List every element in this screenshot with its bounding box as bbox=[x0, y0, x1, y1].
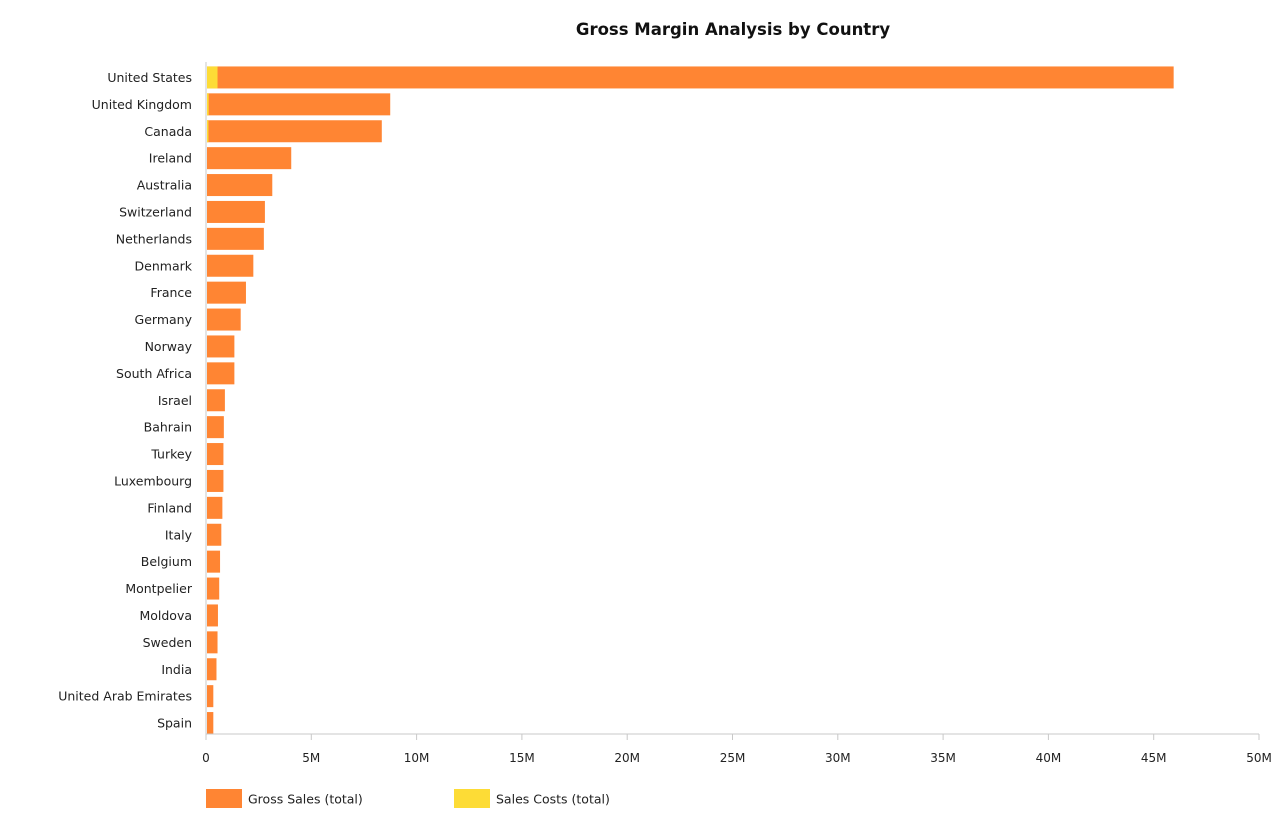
gross-sales-bar[interactable] bbox=[207, 469, 224, 492]
category-label: Turkey bbox=[150, 447, 192, 462]
gross-sales-bar[interactable] bbox=[207, 200, 265, 223]
gross-sales-bar[interactable] bbox=[207, 120, 382, 143]
category-label: Finland bbox=[147, 500, 192, 515]
x-tick-label: 20M bbox=[614, 751, 640, 765]
category-label: United Arab Emirates bbox=[58, 689, 192, 704]
gross-sales-bar[interactable] bbox=[207, 577, 220, 600]
gross-sales-bar[interactable] bbox=[207, 550, 221, 573]
x-tick-label: 45M bbox=[1141, 751, 1167, 765]
category-label: United States bbox=[107, 70, 192, 85]
category-label: Germany bbox=[135, 312, 193, 327]
category-label: Spain bbox=[157, 716, 192, 731]
x-tick-label: 35M bbox=[930, 751, 956, 765]
gross-sales-bar[interactable] bbox=[207, 362, 235, 385]
gross-sales-bar[interactable] bbox=[207, 604, 218, 627]
gross-sales-bar[interactable] bbox=[207, 389, 225, 412]
sales-costs-bar[interactable] bbox=[207, 66, 218, 89]
gross-sales-bar[interactable] bbox=[207, 523, 222, 546]
gross-sales-bar[interactable] bbox=[207, 93, 391, 116]
category-label: Israel bbox=[158, 393, 192, 408]
category-label: Netherlands bbox=[116, 231, 192, 246]
gross-sales-bar[interactable] bbox=[207, 631, 218, 654]
sales-costs-bar[interactable] bbox=[207, 120, 209, 143]
bars-layer bbox=[207, 66, 1174, 735]
legend: Gross Sales (total) Sales Costs (total) bbox=[206, 789, 610, 808]
category-label: France bbox=[150, 285, 192, 300]
category-label: Italy bbox=[165, 527, 193, 542]
legend-label[interactable]: Gross Sales (total) bbox=[248, 792, 363, 807]
legend-label[interactable]: Sales Costs (total) bbox=[496, 792, 610, 807]
category-label: Switzerland bbox=[119, 204, 192, 219]
x-tick-label: 10M bbox=[404, 751, 430, 765]
x-tick-label: 0 bbox=[202, 751, 210, 765]
category-label: Moldova bbox=[139, 608, 192, 623]
x-tick-label: 40M bbox=[1036, 751, 1062, 765]
gross-sales-bar[interactable] bbox=[207, 685, 214, 708]
category-label: Ireland bbox=[149, 151, 192, 166]
gross-sales-bar[interactable] bbox=[207, 308, 241, 331]
category-label: United Kingdom bbox=[92, 97, 192, 112]
category-label: Belgium bbox=[141, 554, 192, 569]
category-label: Denmark bbox=[135, 258, 193, 273]
category-label: South Africa bbox=[116, 366, 192, 381]
x-tick-label: 5M bbox=[302, 751, 320, 765]
category-label: Luxembourg bbox=[114, 473, 192, 488]
gross-sales-bar[interactable] bbox=[207, 443, 224, 466]
category-label: Norway bbox=[145, 339, 193, 354]
x-tick-label: 25M bbox=[720, 751, 746, 765]
gross-sales-bar[interactable] bbox=[207, 147, 292, 170]
gross-sales-bar[interactable] bbox=[207, 658, 217, 681]
gross-sales-bar[interactable] bbox=[207, 227, 264, 250]
legend-swatch-sales-costs[interactable] bbox=[454, 789, 490, 808]
sales-costs-bar[interactable] bbox=[207, 93, 209, 116]
chart-title: Gross Margin Analysis by Country bbox=[576, 20, 890, 39]
category-label: Bahrain bbox=[144, 420, 192, 435]
axes-layer: United States United Kingdom Canada Ireland… bbox=[58, 62, 1272, 765]
x-tick-label: 30M bbox=[825, 751, 851, 765]
x-tick-label: 15M bbox=[509, 751, 535, 765]
category-label: India bbox=[161, 662, 192, 677]
gross-sales-bar[interactable] bbox=[207, 66, 1174, 89]
category-label: Canada bbox=[144, 124, 192, 139]
gross-sales-bar[interactable] bbox=[207, 335, 235, 358]
x-tick-label: 50M bbox=[1246, 751, 1272, 765]
gross-sales-bar[interactable] bbox=[207, 712, 214, 735]
gross-sales-bar[interactable] bbox=[207, 174, 273, 197]
category-label: Sweden bbox=[143, 635, 192, 650]
category-label: Montpelier bbox=[125, 581, 193, 596]
gross-sales-bar[interactable] bbox=[207, 254, 254, 277]
category-label: Australia bbox=[137, 178, 192, 193]
gross-sales-bar[interactable] bbox=[207, 496, 223, 519]
gross-sales-bar[interactable] bbox=[207, 281, 246, 304]
legend-swatch-gross-sales[interactable] bbox=[206, 789, 242, 808]
gross-sales-bar[interactable] bbox=[207, 416, 224, 439]
